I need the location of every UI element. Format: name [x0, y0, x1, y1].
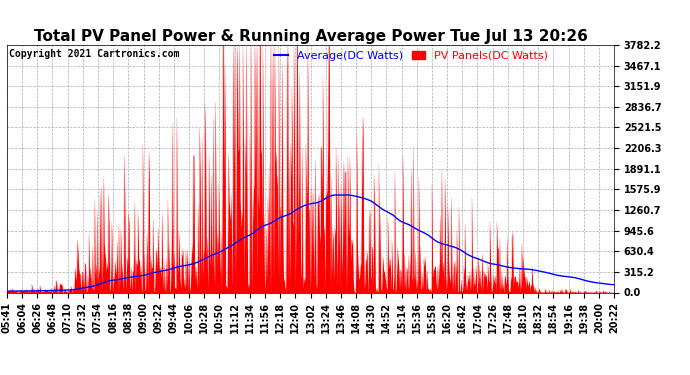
Legend: Average(DC Watts), PV Panels(DC Watts): Average(DC Watts), PV Panels(DC Watts) — [275, 51, 548, 61]
Text: Copyright 2021 Cartronics.com: Copyright 2021 Cartronics.com — [9, 49, 179, 59]
Title: Total PV Panel Power & Running Average Power Tue Jul 13 20:26: Total PV Panel Power & Running Average P… — [34, 29, 587, 44]
